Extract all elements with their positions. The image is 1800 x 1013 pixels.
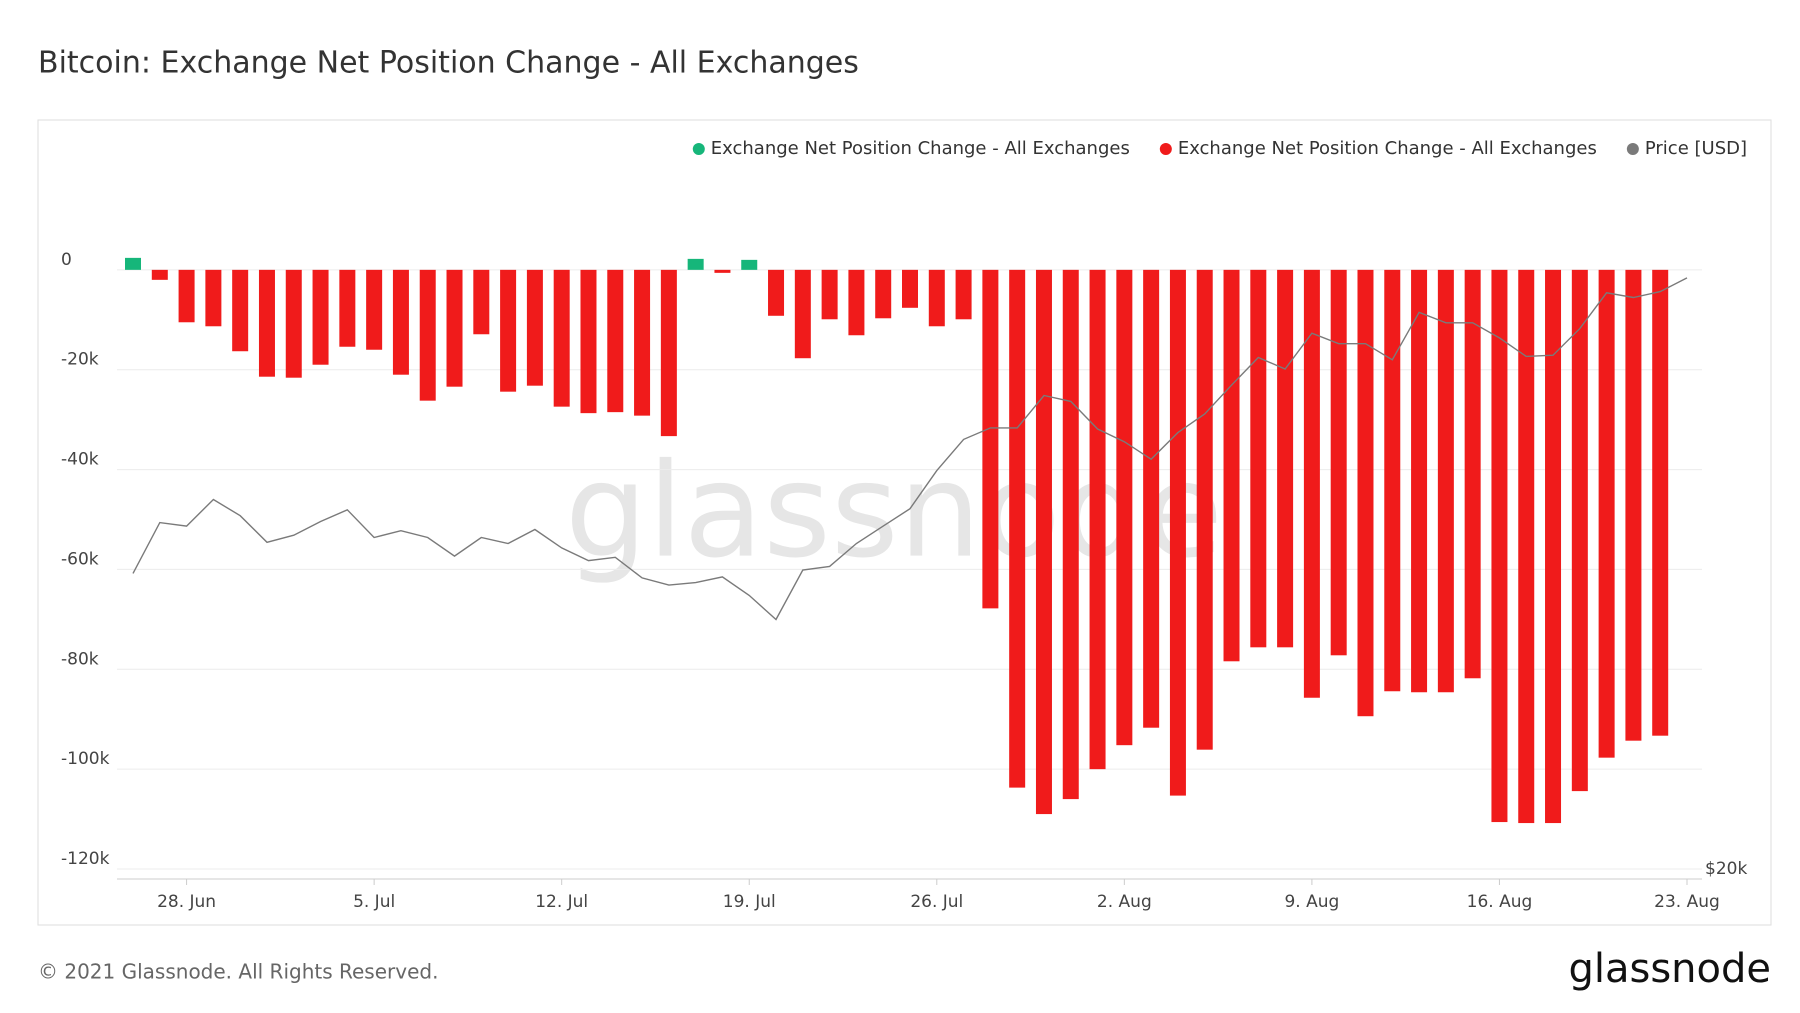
bar bbox=[1571, 269, 1588, 792]
bar bbox=[1143, 269, 1160, 728]
bar bbox=[821, 269, 838, 320]
x-tick-label: 16. Aug bbox=[1467, 892, 1533, 912]
bar bbox=[178, 269, 195, 323]
bar bbox=[1250, 269, 1267, 648]
x-tick-label: 5. Jul bbox=[353, 892, 395, 912]
copyright: © 2021 Glassnode. All Rights Reserved. bbox=[38, 960, 438, 984]
bar bbox=[285, 269, 302, 378]
bar bbox=[1464, 269, 1481, 679]
legend-label: Exchange Net Position Change - All Excha… bbox=[1178, 138, 1597, 159]
bar bbox=[1196, 269, 1213, 750]
bar bbox=[392, 269, 409, 375]
chart-title: Bitcoin: Exchange Net Position Change - … bbox=[38, 46, 859, 81]
bar bbox=[1598, 269, 1615, 758]
bar bbox=[1437, 269, 1454, 693]
bar bbox=[1491, 269, 1508, 823]
bar bbox=[982, 269, 999, 609]
bar bbox=[1116, 269, 1133, 746]
bar bbox=[1384, 269, 1401, 692]
bar bbox=[580, 269, 597, 414]
bar bbox=[366, 269, 383, 350]
y-tick-label: -40k bbox=[61, 450, 99, 470]
bar bbox=[794, 269, 811, 359]
legend-label: Exchange Net Position Change - All Excha… bbox=[711, 138, 1130, 159]
bar bbox=[1223, 269, 1240, 662]
bar bbox=[741, 259, 758, 270]
bar bbox=[1545, 269, 1562, 824]
bar bbox=[634, 269, 651, 416]
bar bbox=[687, 258, 704, 270]
bar bbox=[446, 269, 463, 387]
bar bbox=[1303, 269, 1320, 698]
x-tick-label: 12. Jul bbox=[535, 892, 588, 912]
bar bbox=[500, 269, 517, 392]
bar bbox=[312, 269, 329, 365]
y2-tick-label: $20k bbox=[1705, 859, 1747, 879]
price-line bbox=[132, 277, 1688, 621]
bar bbox=[1062, 269, 1079, 800]
bar bbox=[928, 269, 945, 327]
bar bbox=[875, 269, 892, 319]
bar bbox=[660, 269, 677, 437]
bar bbox=[1009, 269, 1026, 788]
x-tick-label: 23. Aug bbox=[1654, 892, 1720, 912]
bar bbox=[125, 257, 141, 270]
logo: glassnode bbox=[1568, 946, 1771, 992]
x-tick-label: 2. Aug bbox=[1097, 892, 1152, 912]
bar bbox=[1357, 269, 1374, 717]
chart-frame bbox=[37, 119, 1772, 926]
y-tick-label: -100k bbox=[61, 749, 110, 769]
x-tick-label: 19. Jul bbox=[723, 892, 776, 912]
watermark: glassnode bbox=[565, 435, 1223, 587]
bar bbox=[768, 269, 785, 316]
bar bbox=[553, 269, 570, 407]
bar bbox=[258, 269, 275, 377]
bar bbox=[1035, 269, 1052, 815]
bar bbox=[714, 269, 731, 273]
bar bbox=[339, 269, 356, 347]
bar bbox=[955, 269, 972, 320]
x-tick-label: 9. Aug bbox=[1284, 892, 1339, 912]
y-tick-label: -120k bbox=[61, 849, 110, 869]
bar bbox=[151, 269, 168, 280]
bar bbox=[1518, 269, 1535, 824]
bar bbox=[1625, 269, 1642, 741]
bar bbox=[526, 269, 543, 386]
bar bbox=[419, 269, 436, 401]
x-tick-label: 28. Jun bbox=[157, 892, 216, 912]
y-tick-label: -60k bbox=[61, 549, 99, 569]
bar bbox=[1330, 269, 1347, 656]
bar bbox=[1089, 269, 1106, 770]
x-tick-label: 26. Jul bbox=[910, 892, 963, 912]
bar bbox=[1277, 269, 1294, 648]
bar bbox=[1169, 269, 1186, 796]
legend-marker bbox=[692, 143, 705, 155]
bar bbox=[473, 269, 490, 335]
y-tick-label: -80k bbox=[61, 649, 99, 669]
legend-marker bbox=[1159, 143, 1172, 155]
bar bbox=[1652, 269, 1669, 736]
bar bbox=[1411, 269, 1428, 693]
bar bbox=[205, 269, 222, 327]
y-tick-label: -20k bbox=[61, 350, 99, 370]
legend-label: Price [USD] bbox=[1645, 138, 1747, 159]
legend-marker bbox=[1626, 143, 1639, 155]
bar bbox=[848, 269, 865, 336]
bar bbox=[232, 269, 249, 352]
bar bbox=[607, 269, 624, 413]
bar bbox=[902, 269, 918, 308]
y-tick-label: 0 bbox=[61, 250, 72, 270]
